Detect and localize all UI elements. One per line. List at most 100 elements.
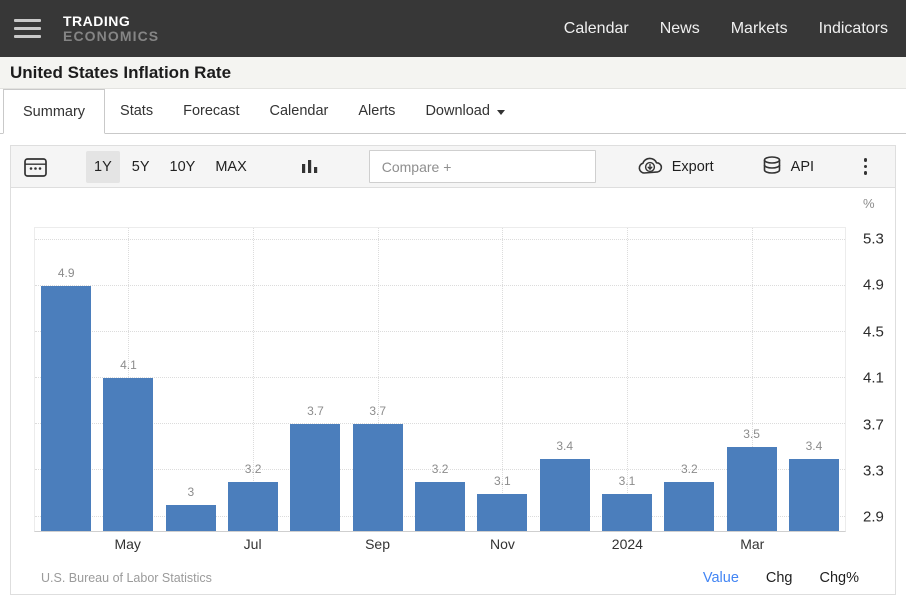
bar[interactable] (103, 378, 154, 531)
more-options-kebab-icon[interactable] (858, 154, 874, 179)
bar[interactable] (601, 493, 652, 531)
chart-type-button[interactable] (301, 157, 319, 177)
chg-mode-link[interactable]: Chg (765, 569, 793, 586)
bar[interactable] (726, 447, 777, 531)
bar-band: 3.5 (720, 228, 782, 531)
bar-band: 4.9 (35, 228, 97, 531)
bar[interactable] (477, 493, 528, 531)
y-gridline (35, 238, 845, 240)
bar-band: 3.2 (409, 228, 471, 531)
tab-summary[interactable]: Summary (3, 89, 106, 134)
bar-value-label: 3.2 (244, 461, 262, 476)
database-icon (763, 155, 780, 174)
hamburger-menu-icon[interactable] (14, 19, 41, 38)
range-max-button[interactable]: MAX (215, 158, 247, 175)
tab-download-label: Download (425, 103, 490, 119)
tab-calendar[interactable]: Calendar (255, 89, 344, 133)
main-nav: Calendar News Markets Indicators (564, 20, 892, 38)
nav-link-markets[interactable]: Markets (730, 19, 788, 37)
tabs-row: Summary Stats Forecast Calendar Alerts D… (0, 89, 906, 134)
x-tick-label: May (114, 536, 141, 552)
bar-band: 3 (160, 228, 222, 531)
trading-economics-logo[interactable]: TRADING ECONOMICS (63, 14, 159, 43)
bar-value-label: 3.2 (431, 461, 449, 476)
bar-series: 4.9 4.1 3 3.2 3.7 3.7 3.2 3.1 3.4 3.1 3.2 3.5 3.4 (35, 228, 845, 531)
y-tick-label: 4.5 (863, 323, 884, 341)
x-gridline (253, 228, 255, 531)
y-axis-unit: % (863, 196, 875, 211)
tab-stats[interactable]: Stats (105, 89, 168, 133)
api-button[interactable]: API (761, 155, 814, 179)
range-10y-button[interactable]: 10Y (169, 158, 196, 175)
y-gridline (35, 377, 845, 379)
bar-band: 3.2 (658, 228, 720, 531)
y-tick-label: 4.9 (863, 276, 884, 294)
value-mode-link[interactable]: Value (702, 569, 739, 586)
bar-value-label: 4.9 (57, 265, 75, 280)
cloud-download-icon (638, 157, 662, 174)
y-gridline (35, 469, 845, 471)
bar[interactable] (788, 458, 839, 531)
nav-link-calendar[interactable]: Calendar (563, 19, 629, 37)
bar[interactable] (539, 458, 590, 531)
range-5y-button[interactable]: 5Y (131, 158, 150, 175)
export-label: Export (671, 158, 714, 175)
bar-band: 3.4 (783, 228, 845, 531)
bar-band: 3.2 (222, 228, 284, 531)
top-navbar: TRADING ECONOMICS Calendar News Markets … (0, 0, 906, 57)
bar-value-label: 3.2 (680, 461, 698, 476)
bar[interactable] (664, 481, 715, 531)
page-title: United States Inflation Rate (10, 62, 232, 82)
bar-band: 3.7 (347, 228, 409, 531)
nav-link-news[interactable]: News (659, 19, 700, 37)
tab-alerts-label: Alerts (358, 103, 396, 119)
chevron-down-icon (496, 109, 505, 115)
logo-line-2: ECONOMICS (63, 27, 160, 44)
series-mode-links: Value Chg Chg% (703, 570, 859, 586)
tab-forecast[interactable]: Forecast (168, 89, 254, 133)
x-axis-labels: May Jul Sep Nov 2024 Mar (34, 536, 846, 556)
x-tick-label: Nov (490, 536, 515, 552)
export-button[interactable]: Export (637, 157, 714, 177)
range-selector: 1Y 5Y 10Y MAX (86, 150, 255, 183)
y-tick-label: 4.1 (863, 369, 884, 387)
inflation-bar-chart: 4.9 4.1 3 3.2 3.7 3.7 3.2 3.1 3.4 3.1 3.2 3.5 3.4 Ma… (11, 188, 895, 560)
bar-value-label: 3.7 (307, 404, 324, 419)
logo-line-1: TRADING (63, 12, 131, 29)
calendar-icon (24, 157, 47, 177)
bar[interactable] (41, 285, 92, 531)
tab-stats-label: Stats (120, 103, 154, 119)
chart-footer: U.S. Bureau of Labor Statistics Value Ch… (11, 560, 895, 595)
nav-link-indicators[interactable]: Indicators (818, 19, 888, 37)
bar-band: 3.1 (471, 228, 533, 531)
source-label: U.S. Bureau of Labor Statistics (41, 570, 212, 585)
bar-band: 3.7 (284, 228, 346, 531)
bar-value-label: 3 (187, 485, 195, 500)
y-tick-label: 3.7 (863, 416, 884, 434)
bar[interactable] (415, 481, 466, 531)
bar[interactable] (228, 481, 279, 531)
bar-chart-icon (301, 159, 317, 173)
bar[interactable] (290, 424, 341, 531)
y-axis-labels: 2.9 3.3 3.7 4.1 4.5 4.9 5.3 (854, 227, 906, 532)
y-gridline (35, 330, 845, 332)
range-1y-button[interactable]: 1Y (86, 150, 120, 183)
title-strip: United States Inflation Rate (0, 57, 906, 89)
date-range-calendar-button[interactable] (23, 155, 48, 179)
chart-panel: 1Y 5Y 10Y MAX Export (10, 145, 896, 595)
bar-value-label: 4.1 (120, 358, 137, 373)
tab-forecast-label: Forecast (183, 103, 240, 119)
tab-alerts[interactable]: Alerts (343, 89, 410, 133)
bar-value-label: 3.4 (556, 438, 573, 453)
bar[interactable] (165, 505, 216, 531)
bar[interactable] (352, 424, 403, 531)
x-gridline (502, 228, 504, 531)
compare-input[interactable] (368, 150, 596, 183)
chgpct-mode-link[interactable]: Chg% (819, 569, 860, 586)
api-label: API (790, 158, 815, 175)
bar-value-label: 3.1 (494, 473, 511, 488)
tab-download[interactable]: Download (410, 89, 520, 133)
bar-value-label: 3.5 (743, 427, 760, 442)
bar-value-label: 3.7 (369, 404, 387, 419)
y-tick-label: 2.9 (863, 508, 884, 526)
